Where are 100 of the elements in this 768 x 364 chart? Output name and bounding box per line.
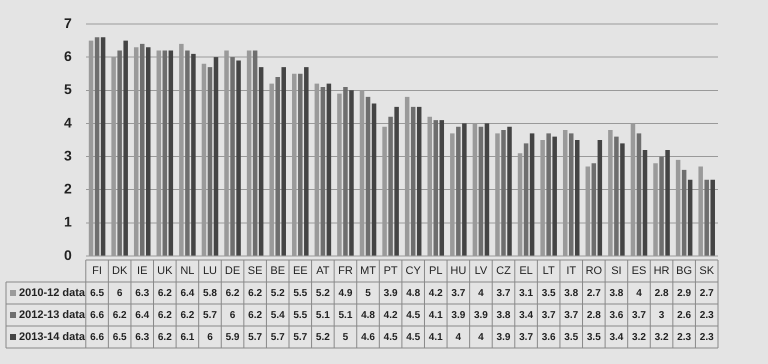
data-label: 3.2 bbox=[654, 332, 669, 343]
x-tick-label: PL bbox=[429, 265, 442, 278]
bar bbox=[372, 104, 376, 256]
bar bbox=[478, 126, 484, 256]
bar bbox=[688, 180, 692, 256]
data-label: 3.2 bbox=[632, 332, 646, 343]
bar bbox=[524, 143, 528, 256]
bar bbox=[117, 50, 122, 256]
x-tick-label: HR bbox=[654, 265, 670, 278]
data-label: 3.9 bbox=[496, 332, 511, 343]
x-tick-label: NL bbox=[180, 265, 194, 278]
data-label: 6 bbox=[230, 310, 236, 321]
data-label: 4 bbox=[456, 332, 462, 343]
bar bbox=[484, 123, 490, 256]
data-label: 5.2 bbox=[316, 288, 330, 299]
bar bbox=[123, 40, 128, 256]
x-tick-label: LT bbox=[542, 265, 555, 278]
legend-label: 2012-13 data bbox=[19, 309, 86, 322]
data-label: 2.7 bbox=[586, 288, 602, 299]
y-tick-label: 7 bbox=[64, 14, 72, 31]
data-label: 5.2 bbox=[270, 288, 286, 299]
bar bbox=[665, 150, 670, 256]
data-label: 4 bbox=[636, 288, 642, 299]
data-label: 3.6 bbox=[542, 332, 556, 343]
bar bbox=[614, 136, 619, 256]
bar bbox=[230, 57, 235, 256]
data-label: 3.8 bbox=[609, 288, 624, 299]
data-label: 6.2 bbox=[180, 310, 195, 321]
data-label: 5.5 bbox=[293, 310, 308, 321]
data-label: 5.1 bbox=[338, 310, 353, 321]
data-label: 4.2 bbox=[428, 288, 444, 299]
bar bbox=[636, 133, 642, 256]
bar bbox=[100, 37, 106, 256]
data-label: 3.5 bbox=[564, 332, 579, 343]
data-label: 3.7 bbox=[451, 288, 466, 299]
data-label: 3.7 bbox=[542, 310, 556, 321]
bar bbox=[434, 120, 438, 256]
data-label: 3.7 bbox=[632, 310, 646, 321]
x-tick-label: EE bbox=[292, 265, 308, 278]
data-label: 4.2 bbox=[384, 310, 398, 321]
x-tick-label: DK bbox=[112, 265, 128, 278]
data-label: 6.1 bbox=[180, 332, 195, 343]
data-label: 6 bbox=[207, 332, 214, 343]
x-tick-label: UK bbox=[157, 265, 174, 278]
data-label: 3.4 bbox=[519, 310, 534, 321]
data-label: 5 bbox=[365, 288, 372, 299]
y-tick-label: 4 bbox=[64, 114, 72, 130]
data-label: 4.9 bbox=[338, 288, 353, 299]
data-label: 3 bbox=[658, 310, 665, 321]
x-tick-label: HU bbox=[450, 265, 466, 278]
bar bbox=[320, 86, 326, 256]
bar bbox=[326, 84, 332, 256]
x-tick-label: BG bbox=[676, 265, 692, 278]
bar bbox=[298, 74, 303, 256]
bar bbox=[546, 133, 551, 256]
bar bbox=[410, 106, 416, 256]
x-tick-label: MT bbox=[360, 265, 376, 278]
data-label: 6.3 bbox=[135, 332, 150, 343]
y-tick-label: 2 bbox=[64, 180, 72, 197]
x-tick-label: CZ bbox=[496, 265, 512, 278]
data-label: 3.8 bbox=[564, 288, 579, 299]
data-label: 6.2 bbox=[248, 288, 263, 299]
bar bbox=[366, 96, 370, 256]
data-label: 6.5 bbox=[90, 288, 104, 299]
data-label: 5.7 bbox=[293, 332, 308, 343]
bar bbox=[94, 37, 100, 256]
data-label: 3.9 bbox=[451, 310, 466, 321]
bar bbox=[659, 156, 664, 256]
data-label: 6.4 bbox=[135, 310, 150, 321]
data-label: 6.6 bbox=[90, 332, 104, 343]
bar bbox=[214, 57, 218, 256]
bar bbox=[168, 50, 174, 256]
y-tick-label: 3 bbox=[64, 147, 72, 164]
data-label: 5.4 bbox=[270, 310, 286, 321]
data-label: 6.4 bbox=[180, 288, 195, 299]
bar bbox=[304, 67, 309, 256]
data-label: 3.9 bbox=[474, 310, 488, 321]
data-label: 4.8 bbox=[406, 288, 421, 299]
data-label: 6.6 bbox=[90, 310, 104, 321]
x-tick-label: PT bbox=[384, 265, 398, 278]
data-label: 5 bbox=[342, 332, 349, 343]
y-tick-label: 6 bbox=[64, 48, 72, 64]
bar bbox=[456, 126, 461, 256]
data-label: 3.6 bbox=[609, 310, 624, 321]
x-tick-label: CY bbox=[406, 265, 422, 278]
bar bbox=[236, 60, 241, 256]
data-label: 5.5 bbox=[293, 288, 308, 299]
data-label: 6.2 bbox=[226, 288, 240, 299]
data-label: 2.3 bbox=[700, 332, 714, 343]
bar bbox=[501, 130, 506, 256]
data-label: 3.4 bbox=[609, 332, 624, 343]
bar bbox=[710, 180, 715, 256]
bar bbox=[258, 67, 264, 256]
data-label: 5.2 bbox=[316, 332, 330, 343]
bar bbox=[682, 170, 686, 256]
x-tick-label: AT bbox=[316, 265, 330, 278]
bar bbox=[208, 67, 212, 256]
data-label: 6.3 bbox=[135, 288, 150, 299]
bar bbox=[281, 67, 286, 256]
bar bbox=[530, 133, 534, 256]
